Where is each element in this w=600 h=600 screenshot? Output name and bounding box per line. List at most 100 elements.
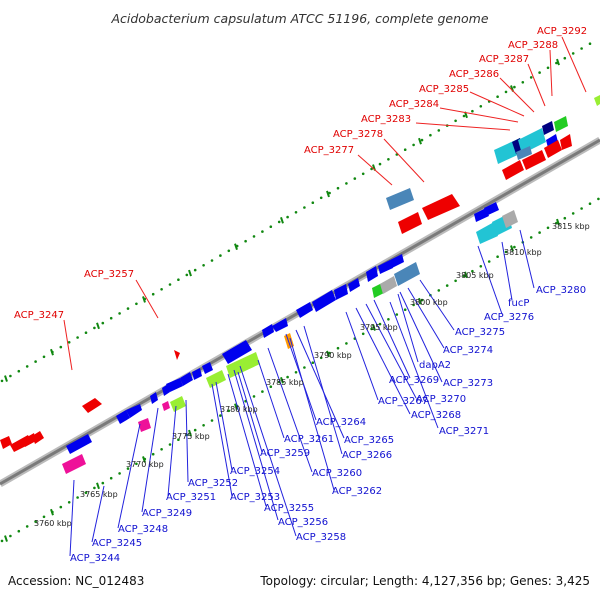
- leader-line: [227, 373, 267, 507]
- gene-arrow[interactable]: [390, 254, 404, 268]
- gene-arrow[interactable]: [116, 410, 130, 424]
- gene-box[interactable]: [398, 212, 422, 234]
- gene-arrow[interactable]: [484, 202, 499, 216]
- gene-arrow[interactable]: [312, 290, 336, 312]
- tick-label: 3785 kbp: [266, 378, 304, 387]
- track-dot: [387, 318, 390, 321]
- track-dot: [437, 289, 441, 292]
- gene-box[interactable]: [422, 194, 460, 220]
- gene-box[interactable]: [380, 276, 397, 294]
- gene-label: ACP_3245: [92, 538, 142, 549]
- gene-box[interactable]: [394, 262, 420, 286]
- gene-arrow[interactable]: [32, 431, 44, 444]
- gene-arrow[interactable]: [348, 278, 360, 292]
- gene-arrow[interactable]: [174, 350, 180, 360]
- gene-box[interactable]: [544, 140, 562, 158]
- gene-label: ACP_3285: [419, 84, 469, 95]
- gene-arrow[interactable]: [126, 404, 142, 418]
- track-major-tick: [556, 218, 560, 226]
- leader-line: [345, 311, 379, 401]
- tick-label: 3760 kbp: [34, 519, 72, 528]
- track-major-tick: [4, 535, 8, 542]
- track-dot: [412, 143, 415, 147]
- leader-line: [237, 371, 263, 453]
- track-dot: [563, 216, 567, 220]
- genome-summary-text: Topology: circular; Length: 4,127,356 bp…: [259, 574, 590, 588]
- track-dot: [135, 302, 138, 306]
- gene-arrow[interactable]: [272, 318, 288, 332]
- leader-line: [117, 423, 141, 529]
- gene-arrow[interactable]: [180, 372, 193, 386]
- gene-arrow[interactable]: [546, 134, 558, 148]
- tick-label: 3780 kbp: [220, 405, 258, 414]
- blue-gene-labels[interactable]: ACP_3280 fucP ACP_3276 ACP_3275 ACP_3274…: [70, 285, 586, 564]
- gene-arrow[interactable]: [296, 302, 313, 318]
- track-dot: [529, 76, 533, 79]
- gene-arrow[interactable]: [0, 436, 12, 449]
- track-dot: [42, 355, 46, 359]
- track-dot: [538, 231, 541, 234]
- gene-label: ACP_3256: [278, 517, 328, 528]
- gene-box[interactable]: [476, 222, 498, 244]
- track-dot: [261, 390, 264, 393]
- track-dot: [571, 212, 575, 215]
- track-dot: [529, 236, 533, 239]
- track-dot: [252, 395, 256, 398]
- track-dot: [311, 201, 315, 204]
- gene-arrow[interactable]: [166, 378, 183, 392]
- gene-box[interactable]: [386, 188, 414, 210]
- gene-arrow[interactable]: [334, 284, 348, 300]
- gene-box[interactable]: [560, 134, 572, 150]
- track-dot: [345, 342, 348, 345]
- track-dot: [109, 316, 113, 320]
- gene-box[interactable]: [502, 210, 518, 228]
- gene-box[interactable]: [516, 146, 532, 160]
- gene-box[interactable]: [284, 333, 294, 349]
- track-dot: [84, 331, 88, 335]
- gene-label: ACP_3288: [508, 40, 558, 51]
- gene-box[interactable]: [502, 160, 524, 180]
- gene-label: ACP_3262: [332, 486, 382, 497]
- gene-arrow[interactable]: [378, 260, 393, 274]
- track-dot: [84, 491, 88, 495]
- gene-box[interactable]: [138, 418, 151, 432]
- red-gene-labels[interactable]: ACP_3292 ACP_3288 ACP_3287 ACP_3286 ACP_…: [14, 26, 587, 321]
- track-dot: [210, 419, 214, 422]
- gene-arrow[interactable]: [202, 362, 213, 374]
- gene-box[interactable]: [170, 396, 186, 412]
- leader-line: [561, 36, 587, 93]
- track-major-tick: [188, 429, 192, 437]
- gene-arrow[interactable]: [262, 324, 274, 338]
- track-dot: [462, 274, 466, 278]
- track-dot: [588, 42, 592, 45]
- gene-arrow[interactable]: [150, 392, 158, 404]
- gene-arrow[interactable]: [82, 398, 102, 413]
- track-dot: [219, 254, 222, 257]
- track-major-tick: [50, 508, 54, 516]
- gene-box[interactable]: [594, 95, 600, 106]
- track-dot: [437, 129, 441, 132]
- gene-arrow[interactable]: [192, 368, 202, 380]
- track-dot: [571, 52, 575, 55]
- track-dot: [412, 303, 415, 307]
- leader-line: [519, 229, 535, 289]
- gene-arrow[interactable]: [366, 266, 378, 282]
- gene-box[interactable]: [542, 121, 554, 135]
- gene-features[interactable]: [0, 95, 600, 474]
- gene-box[interactable]: [522, 150, 546, 170]
- gene-arrow[interactable]: [222, 340, 252, 364]
- track-major-tick: [326, 190, 330, 198]
- gene-arrow[interactable]: [66, 434, 92, 454]
- track-dot: [370, 327, 373, 331]
- gene-box[interactable]: [518, 128, 546, 154]
- gene-label: ACP_3283: [361, 114, 411, 125]
- leader-line: [397, 293, 419, 363]
- gene-box[interactable]: [62, 454, 86, 474]
- accession-text: Accession: NC_012483: [8, 574, 144, 588]
- gene-box[interactable]: [206, 370, 226, 388]
- track-major-tick: [280, 216, 284, 224]
- gene-label: ACP_3280: [536, 285, 586, 296]
- gene-box[interactable]: [162, 401, 170, 411]
- track-dot: [504, 250, 508, 254]
- gene-box[interactable]: [554, 116, 568, 132]
